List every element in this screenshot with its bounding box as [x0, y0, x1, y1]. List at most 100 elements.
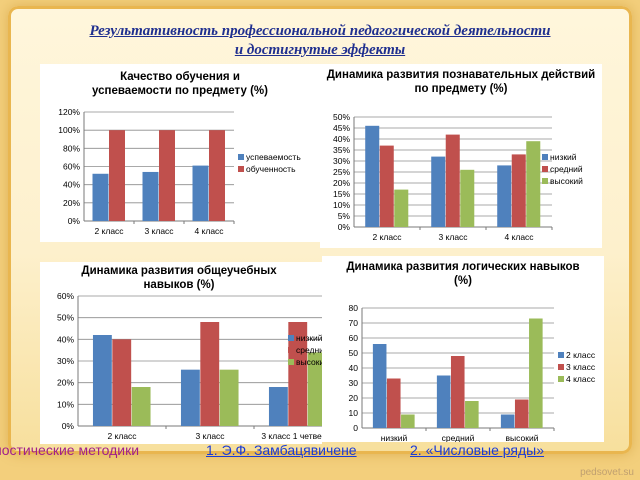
bar	[511, 154, 526, 227]
bar	[431, 156, 446, 227]
bar	[460, 169, 475, 227]
x-tick-label: 3 класс	[195, 431, 225, 441]
chart-quality: Качество обучения и успеваемости по пред…	[40, 64, 322, 242]
bar	[307, 352, 322, 426]
y-tick-label: 60%	[57, 291, 74, 301]
legend-swatch	[238, 166, 244, 172]
chart-title: Динамика развития логических навыков (%)	[346, 261, 580, 287]
bar	[401, 414, 415, 428]
chart-cognitive: Динамика развития познавательных действи…	[320, 64, 602, 248]
chart-svg: 0%5%10%15%20%25%30%35%40%45%50% 2 класс 3 …	[333, 112, 583, 242]
y-tick-label: 35%	[333, 145, 350, 155]
chart-title: Качество обучения и успеваемости по пред…	[92, 71, 268, 97]
bar	[394, 189, 409, 227]
y-tick-label: 40%	[333, 134, 350, 144]
legend-label: средний	[550, 164, 583, 174]
chart-title: Динамика развития познавательных действи…	[326, 69, 596, 95]
legend-swatch	[542, 154, 548, 160]
page-title-line2: и достигнутые эффекты	[234, 42, 406, 58]
y-tick-label: 0%	[68, 216, 81, 226]
x-tick-label: высокий	[506, 433, 539, 442]
chart-svg: 0 10 20 30 40 50 60 70 80 низкий средний высокий 2 к…	[349, 303, 596, 442]
x-tick-label: 3 класс 1 четверть	[261, 431, 322, 441]
bar	[159, 130, 175, 221]
bar	[219, 369, 239, 426]
bar	[131, 387, 151, 426]
legend-swatch	[542, 178, 548, 184]
y-tick-label: 40	[349, 363, 359, 373]
y-tick-label: 100%	[58, 125, 80, 135]
bar	[436, 375, 451, 428]
y-tick-label: 30%	[57, 356, 74, 366]
chart-general-skills: Динамика развития общеучебных навыков (%…	[40, 262, 322, 444]
y-tick-label: 20%	[57, 378, 74, 388]
y-tick-label: 50%	[333, 112, 350, 122]
y-tick-label: 10	[349, 408, 359, 418]
bar	[514, 399, 529, 428]
y-tick-label: 50	[349, 348, 359, 358]
y-tick-label: 120%	[58, 107, 80, 117]
legend-label: низкий	[296, 333, 322, 343]
y-tick-label: 0%	[338, 222, 351, 232]
legend-label: 3 класс	[566, 362, 596, 372]
legend-swatch	[288, 359, 294, 365]
y-tick-label: 25%	[333, 167, 350, 177]
y-tick-label: 30	[349, 378, 359, 388]
chart-title: Динамика развития общеучебных навыков (%…	[81, 265, 277, 291]
chart-svg: 0% 10% 20% 30% 40% 50% 60% 2 класс 3 класс 3 клас…	[57, 291, 322, 441]
legend-swatch	[542, 166, 548, 172]
x-tick-label: 2 класс	[372, 232, 402, 242]
bar	[500, 414, 515, 428]
x-tick-label: средний	[442, 433, 475, 442]
footer-label: ностические методики	[0, 442, 140, 458]
bar	[142, 171, 159, 221]
y-tick-label: 40%	[63, 180, 80, 190]
y-tick-label: 10%	[57, 399, 74, 409]
legend-swatch	[558, 376, 564, 382]
y-tick-label: 10%	[333, 200, 350, 210]
legend-swatch	[558, 364, 564, 370]
bar	[372, 344, 387, 428]
y-tick-label: 5%	[338, 211, 351, 221]
bar	[192, 165, 209, 221]
bar	[365, 125, 380, 227]
x-tick-label: 4 класс	[194, 226, 224, 236]
bar	[465, 401, 479, 428]
bar	[268, 387, 288, 426]
y-tick-label: 50%	[57, 313, 74, 323]
legend-label: высокий	[296, 357, 322, 367]
watermark: pedsovet.su	[580, 467, 634, 478]
bar	[209, 130, 225, 221]
bar	[112, 339, 132, 426]
y-tick-label: 30%	[333, 156, 350, 166]
y-tick-label: 15%	[333, 189, 350, 199]
bar	[497, 165, 512, 227]
bar	[450, 356, 465, 428]
x-tick-label: 2 класс	[94, 226, 124, 236]
x-tick-label: 3 класс	[144, 226, 174, 236]
legend-label: высокий	[550, 176, 583, 186]
bar	[109, 130, 125, 221]
bar	[92, 173, 109, 221]
footer-link-method-2[interactable]: 2. «Числовые ряды»	[410, 442, 545, 458]
page-title: Результативность профессиональной педаго…	[40, 22, 600, 60]
y-tick-label: 45%	[333, 123, 350, 133]
chart-logic-skills: Динамика развития логических навыков (%)…	[322, 256, 604, 442]
y-tick-label: 40%	[57, 334, 74, 344]
y-tick-label: 80%	[63, 143, 80, 153]
x-tick-label: 4 класс	[504, 232, 534, 242]
bar	[379, 145, 394, 227]
legend-label: успеваемость	[246, 152, 301, 162]
y-tick-label: 0%	[62, 421, 75, 431]
x-tick-label: 3 класс	[438, 232, 468, 242]
y-tick-label: 20	[349, 393, 359, 403]
legend-swatch	[288, 335, 294, 341]
bar	[526, 141, 541, 227]
page-title-line1: Результативность профессиональной педаго…	[89, 23, 551, 39]
y-tick-label: 60%	[63, 162, 80, 172]
footer-link-method-1[interactable]: 1. Э.Ф. Замбацявичене	[206, 442, 357, 458]
footer: ностические методики 1. Э.Ф. Замбацявиче…	[0, 440, 640, 462]
bar	[200, 322, 220, 426]
bar	[386, 378, 401, 428]
y-tick-label: 80	[349, 303, 359, 313]
